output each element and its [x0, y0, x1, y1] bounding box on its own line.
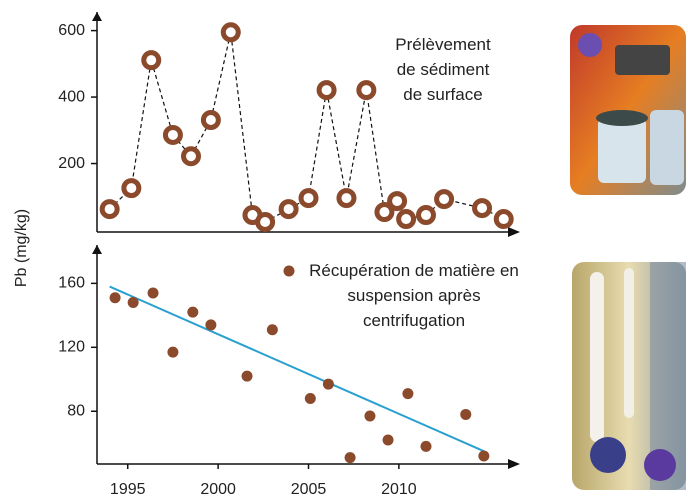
data-point: [339, 191, 354, 206]
y-axis-label: Pb (mg/kg): [13, 209, 30, 287]
data-point: [223, 25, 238, 40]
data-point: [319, 83, 334, 98]
data-point: [205, 319, 216, 330]
data-point: [102, 202, 117, 217]
data-point: [323, 379, 334, 390]
y-tick-label: 120: [58, 339, 85, 356]
photo-centrifugation: [572, 262, 686, 490]
legend-label: Prélèvement de sédiment de surface: [388, 32, 498, 107]
data-point: [148, 287, 159, 298]
data-point: [402, 388, 413, 399]
data-point: [301, 191, 316, 206]
data-point: [390, 194, 405, 209]
y-tick-label: 600: [58, 22, 85, 39]
page: 200 400 600 80 120 160 1995 2000 2005 2010 Pb (mg/…: [0, 0, 688, 499]
x-axis-arrow: [508, 227, 520, 237]
y-tick-label: 160: [58, 275, 85, 292]
data-point: [475, 201, 490, 216]
x-tick-label: 2005: [291, 481, 327, 498]
data-point: [281, 202, 296, 217]
x-tick-label: 1995: [110, 481, 146, 498]
data-point: [167, 347, 178, 358]
data-point: [128, 297, 139, 308]
photo-sediment: [570, 25, 686, 195]
chart: 200 400 600 80 120 160 1995 2000 2005 2010 Pb (mg/…: [0, 0, 688, 499]
x-tick-label: 2000: [200, 481, 236, 498]
data-point: [187, 307, 198, 318]
data-point: [359, 83, 374, 98]
data-point: [399, 212, 414, 227]
data-point: [345, 452, 356, 463]
y-axis-arrow: [92, 12, 102, 21]
data-point: [124, 181, 139, 196]
x-axis-arrow: [508, 459, 520, 469]
legend-marker: [284, 266, 295, 277]
data-point: [110, 292, 121, 303]
data-point: [478, 451, 489, 462]
data-point: [496, 212, 511, 227]
y-tick-label: 200: [58, 155, 85, 172]
y-tick-label: 400: [58, 88, 85, 105]
x-tick-label: 2010: [381, 481, 417, 498]
data-point: [184, 149, 199, 164]
data-point: [421, 441, 432, 452]
data-point: [267, 324, 278, 335]
data-point: [364, 411, 375, 422]
data-point: [383, 435, 394, 446]
data-point: [419, 208, 434, 223]
data-point: [203, 113, 218, 128]
y-axis-arrow: [92, 245, 102, 254]
data-point: [144, 53, 159, 68]
legend-label: Récupération de matière en suspension ap…: [304, 258, 524, 333]
data-point: [437, 192, 452, 207]
data-point: [305, 393, 316, 404]
data-point: [165, 127, 180, 142]
data-point: [242, 371, 253, 382]
data-point: [460, 409, 471, 420]
data-point: [258, 215, 273, 230]
y-tick-label: 80: [67, 402, 85, 419]
